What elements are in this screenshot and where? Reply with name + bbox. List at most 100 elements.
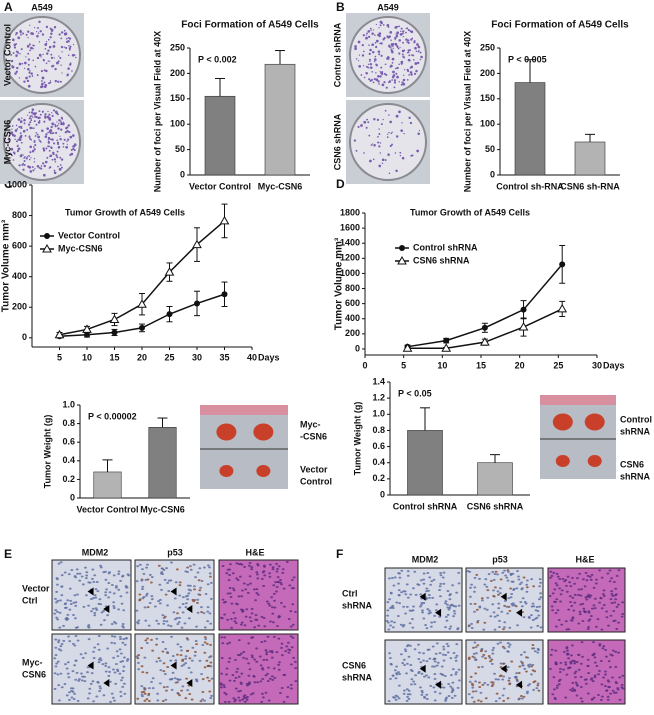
- nucleus: [554, 698, 557, 701]
- colony: [414, 46, 417, 50]
- nucleus: [483, 583, 487, 586]
- y-tick-label: 0.2: [372, 473, 385, 483]
- nucleus: [402, 605, 406, 608]
- colony: [420, 55, 423, 59]
- colony: [32, 59, 34, 62]
- nucleus: [474, 672, 478, 675]
- nucleus: [294, 667, 298, 670]
- nucleus: [250, 566, 254, 569]
- nucleus: [501, 662, 505, 665]
- nucleus: [223, 691, 227, 694]
- colony: [365, 65, 368, 68]
- nucleus: [470, 622, 473, 625]
- nucleus: [574, 676, 577, 679]
- colony: [371, 43, 375, 47]
- nucleus: [73, 594, 77, 597]
- nucleus: [97, 635, 101, 638]
- nucleus: [112, 668, 115, 671]
- colony: [58, 55, 60, 57]
- colony: [41, 76, 45, 80]
- nucleus: [410, 670, 414, 673]
- nucleus: [228, 573, 231, 576]
- colony: [391, 57, 395, 61]
- colony: [36, 34, 39, 38]
- nucleus: [261, 668, 265, 671]
- nucleus: [396, 614, 400, 617]
- colony: [69, 135, 73, 139]
- nucleus: [63, 571, 67, 574]
- nucleus: [58, 611, 62, 614]
- nucleus: [176, 653, 179, 656]
- nucleus: [186, 594, 190, 597]
- nucleus: [174, 681, 178, 684]
- nucleus: [56, 583, 59, 586]
- nucleus: [490, 662, 494, 665]
- y-tick-label: 0.4: [62, 455, 75, 465]
- nucleus: [397, 582, 400, 585]
- nucleus: [439, 582, 443, 585]
- nucleus: [419, 579, 423, 582]
- tumor-label: CSN6: [620, 459, 644, 469]
- x-tick-label: 25: [164, 352, 174, 362]
- colony: [396, 25, 398, 28]
- colony: [21, 163, 24, 166]
- nucleus: [266, 635, 270, 638]
- nucleus: [484, 657, 487, 660]
- x-tick-label: 10: [437, 360, 447, 370]
- nucleus: [219, 686, 223, 689]
- nucleus: [557, 683, 561, 686]
- nucleus: [277, 637, 281, 640]
- nucleus: [223, 613, 227, 616]
- nucleus: [418, 651, 421, 654]
- nucleus: [549, 653, 553, 656]
- nucleus: [55, 590, 59, 593]
- x-tick-label: 15: [476, 360, 486, 370]
- annotation: P < 0.005: [508, 54, 547, 64]
- nucleus: [427, 589, 431, 592]
- colony: [69, 63, 72, 66]
- y-tick-label: 1000: [7, 179, 27, 189]
- nucleus: [186, 689, 190, 692]
- nucleus: [171, 655, 175, 658]
- nucleus: [55, 601, 58, 604]
- colony: [29, 138, 32, 141]
- nucleus: [75, 568, 79, 571]
- nucleus: [402, 692, 406, 695]
- colony: [45, 41, 48, 43]
- nucleus: [118, 648, 122, 651]
- y-tick-label: 1.0: [62, 399, 75, 409]
- colony: [73, 149, 76, 152]
- nucleus: [265, 651, 269, 654]
- colony: [377, 141, 380, 144]
- nucleus: [197, 593, 201, 596]
- nucleus: [195, 643, 198, 646]
- nucleus: [77, 678, 81, 681]
- nucleus: [491, 571, 495, 574]
- nucleus: [493, 628, 497, 631]
- nucleus: [602, 676, 605, 679]
- nucleus: [515, 587, 519, 590]
- nucleus: [484, 650, 488, 653]
- colony: [67, 54, 70, 57]
- chart-title: Tumor Growth of A549 Cells: [410, 207, 530, 217]
- nucleus: [54, 646, 58, 649]
- nucleus: [76, 626, 79, 629]
- nucleus: [271, 568, 275, 571]
- colony: [48, 113, 51, 116]
- colony: [361, 44, 364, 47]
- marker: [219, 215, 230, 225]
- nucleus: [138, 593, 142, 596]
- colony: [27, 58, 31, 61]
- colony: [353, 139, 357, 142]
- nucleus: [402, 658, 406, 661]
- colony: [37, 116, 40, 120]
- colony: [363, 76, 366, 79]
- nucleus: [260, 577, 264, 580]
- colony: [36, 56, 40, 60]
- colony: [391, 143, 393, 146]
- marker: [42, 243, 52, 253]
- colony: [20, 121, 22, 124]
- nucleus: [53, 687, 57, 690]
- nucleus: [394, 677, 398, 680]
- bar: [148, 427, 177, 499]
